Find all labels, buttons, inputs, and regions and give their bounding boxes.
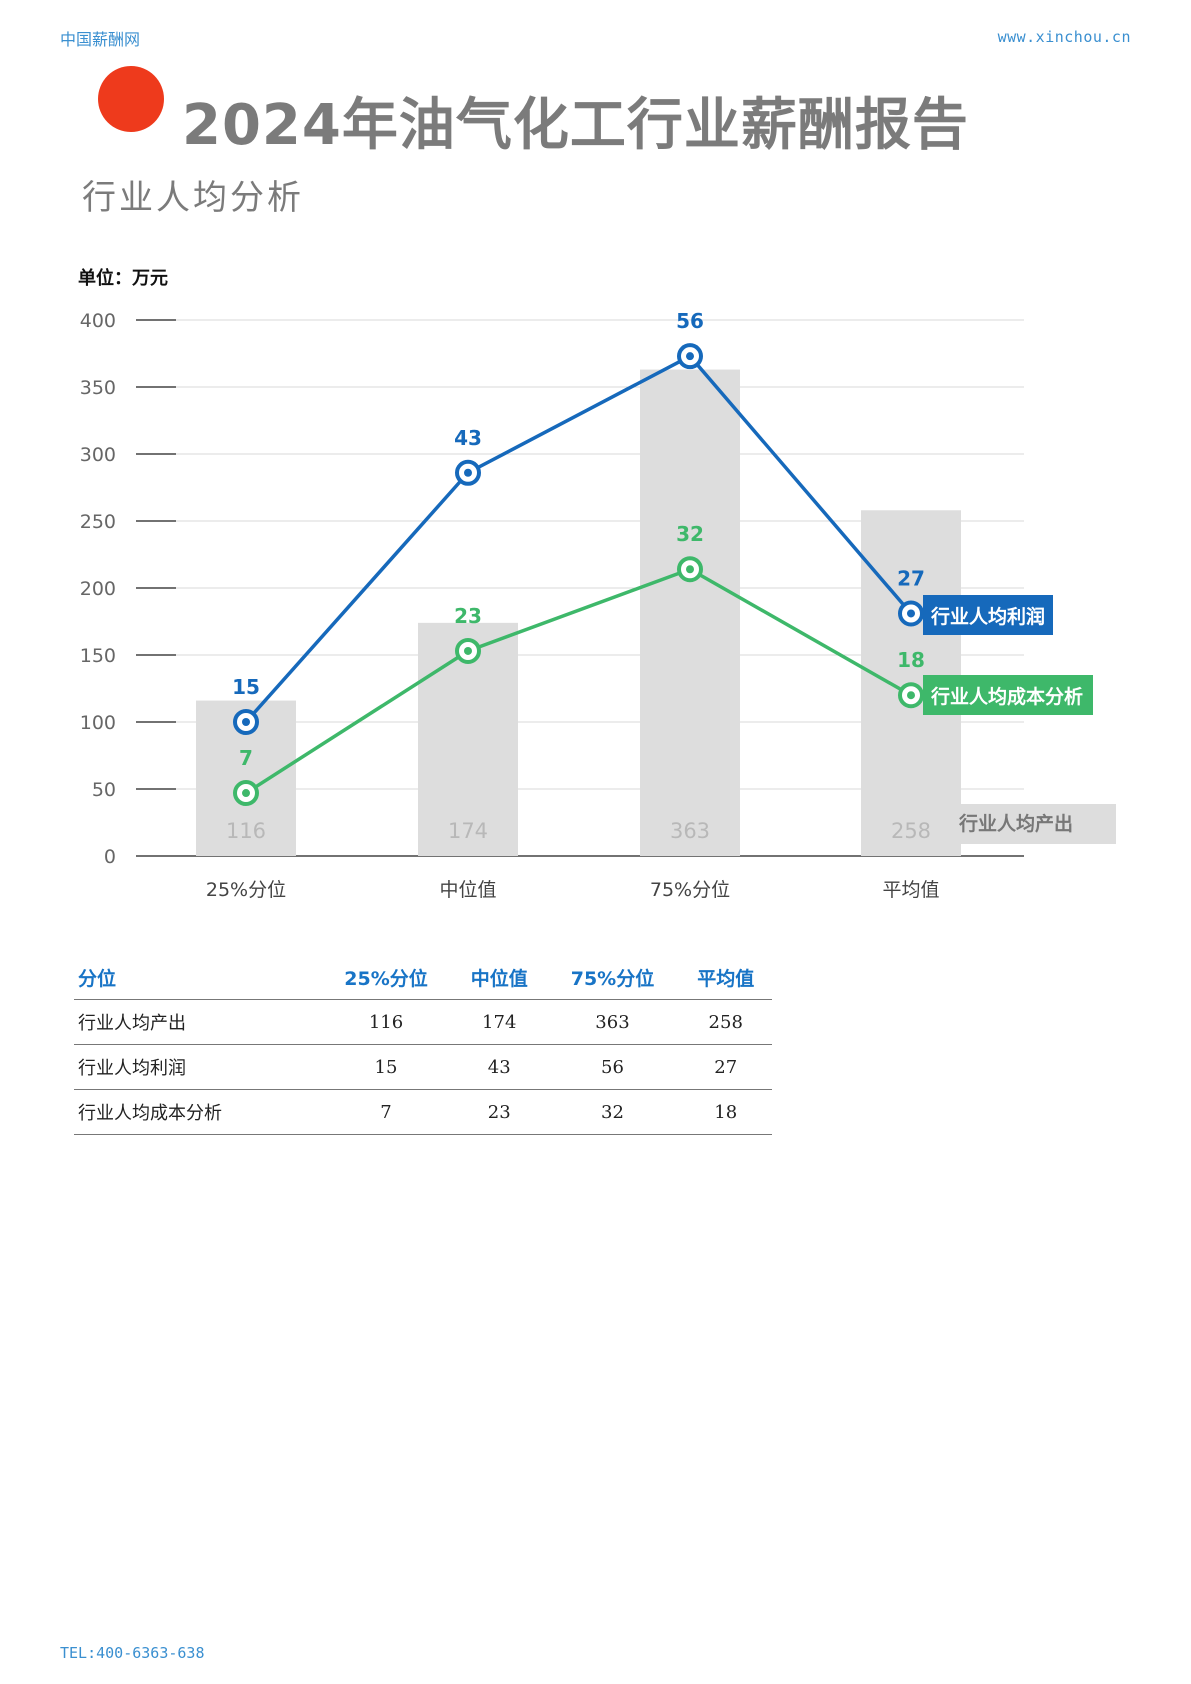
table-cell: 7: [319, 1089, 453, 1135]
line-value-label: 27: [897, 566, 925, 590]
table-cell: 32: [545, 1089, 680, 1135]
line-marker-dot: [242, 789, 250, 798]
table-row: 行业人均产出 116 174 363 258: [74, 999, 772, 1045]
bar-value-label: 363: [670, 819, 710, 843]
legend-line-box: [923, 675, 1093, 715]
x-tick-label: 25%分位: [206, 879, 286, 901]
combo-chart: 400 350 300 250 200 150 100 50 0 116 174 363 258 行业人…: [80, 309, 1116, 901]
cost-line: [245, 567, 912, 795]
line-marker-dot: [686, 352, 694, 361]
line-marker-dot: [907, 691, 915, 700]
red-dot-icon: [98, 66, 164, 132]
table-header-row: 分位 25%分位 中位值 75%分位 平均值: [74, 955, 772, 1000]
line-marker-dot: [907, 609, 915, 618]
table-row-label: 行业人均利润: [74, 1044, 319, 1090]
line-value-label: 7: [239, 746, 253, 770]
y-tick-label: 0: [104, 846, 116, 868]
legend-output-label: 行业人均产出: [958, 812, 1073, 835]
bar-value-label: 174: [448, 819, 488, 843]
table-header-cell: 25%分位: [319, 955, 453, 1000]
table-cell: 27: [679, 1044, 772, 1090]
table-header-cell: 分位: [74, 955, 319, 1000]
x-tick-label: 75%分位: [650, 879, 730, 901]
line-marker-dot: [464, 646, 472, 655]
site-url[interactable]: www.xinchou.cn: [997, 28, 1131, 46]
profit-line: [244, 354, 913, 724]
table-cell: 363: [545, 999, 680, 1045]
line-value-label: 56: [676, 309, 704, 333]
y-tick-label: 150: [80, 645, 116, 667]
table-row-label: 行业人均产出: [74, 999, 319, 1045]
y-tick-label: 350: [80, 377, 116, 399]
bar-value-label: 116: [226, 819, 266, 843]
line-value-label: 32: [676, 522, 704, 546]
y-tick-label: 100: [80, 712, 116, 734]
table-header-cell: 75%分位: [545, 955, 680, 1000]
legend-output-box: [946, 804, 1116, 844]
table-cell: 43: [452, 1044, 546, 1090]
table-row-label: 行业人均成本分析: [74, 1089, 319, 1135]
legend-line-box: [923, 595, 1053, 635]
table-row: 行业人均利润 15 43 56 27: [74, 1044, 772, 1090]
table-header-cell: 平均值: [679, 955, 772, 1000]
table-row: 行业人均成本分析 7 23 32 18: [74, 1089, 772, 1135]
data-table: 分位 25%分位 中位值 75%分位 平均值 行业人均产出 116 174 36…: [74, 955, 772, 1135]
footer-tel[interactable]: TEL:400-6363-638: [60, 1644, 205, 1662]
line-marker-dot: [686, 565, 694, 574]
table-cell: 258: [679, 999, 772, 1045]
line-value-label: 43: [454, 426, 482, 450]
x-tick-label: 中位值: [439, 879, 496, 901]
table-cell: 15: [319, 1044, 453, 1090]
y-tick-label: 400: [80, 310, 116, 332]
bar-value-label: 258: [891, 819, 931, 843]
x-tick-label: 平均值: [882, 879, 939, 901]
table-cell: 116: [319, 999, 453, 1045]
page-title: 2024年油气化工行业薪酬报告: [182, 93, 969, 158]
line-value-label: 23: [454, 604, 482, 628]
brand-name: 中国薪酬网: [60, 30, 141, 49]
bar-output: [640, 369, 740, 856]
y-tick-label: 300: [80, 444, 116, 466]
y-tick-label: 200: [80, 578, 116, 600]
legend-line-label: 行业人均成本分析: [930, 685, 1083, 708]
line-marker-dot: [242, 718, 250, 726]
line-marker-dot: [464, 468, 472, 477]
section-title: 行业人均分析: [82, 178, 304, 218]
y-tick-label: 250: [80, 511, 116, 533]
table-cell: 174: [452, 999, 546, 1045]
table-cell: 23: [452, 1089, 546, 1135]
table-cell: 18: [679, 1089, 772, 1135]
table-cell: 56: [545, 1044, 680, 1090]
line-value-label: 18: [897, 648, 925, 672]
chart-unit-label: 单位：万元: [78, 268, 168, 289]
legend-line-label: 行业人均利润: [930, 605, 1045, 628]
line-value-label: 15: [232, 675, 260, 699]
y-tick-label: 50: [92, 779, 116, 801]
table-header-cell: 中位值: [452, 955, 546, 1000]
